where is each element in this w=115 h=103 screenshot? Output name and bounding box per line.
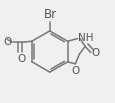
Text: O: O: [17, 54, 26, 64]
Text: O: O: [3, 37, 11, 47]
Text: O: O: [71, 66, 79, 76]
Text: NH: NH: [78, 33, 93, 43]
Text: Br: Br: [44, 8, 57, 21]
Text: O: O: [91, 48, 99, 58]
